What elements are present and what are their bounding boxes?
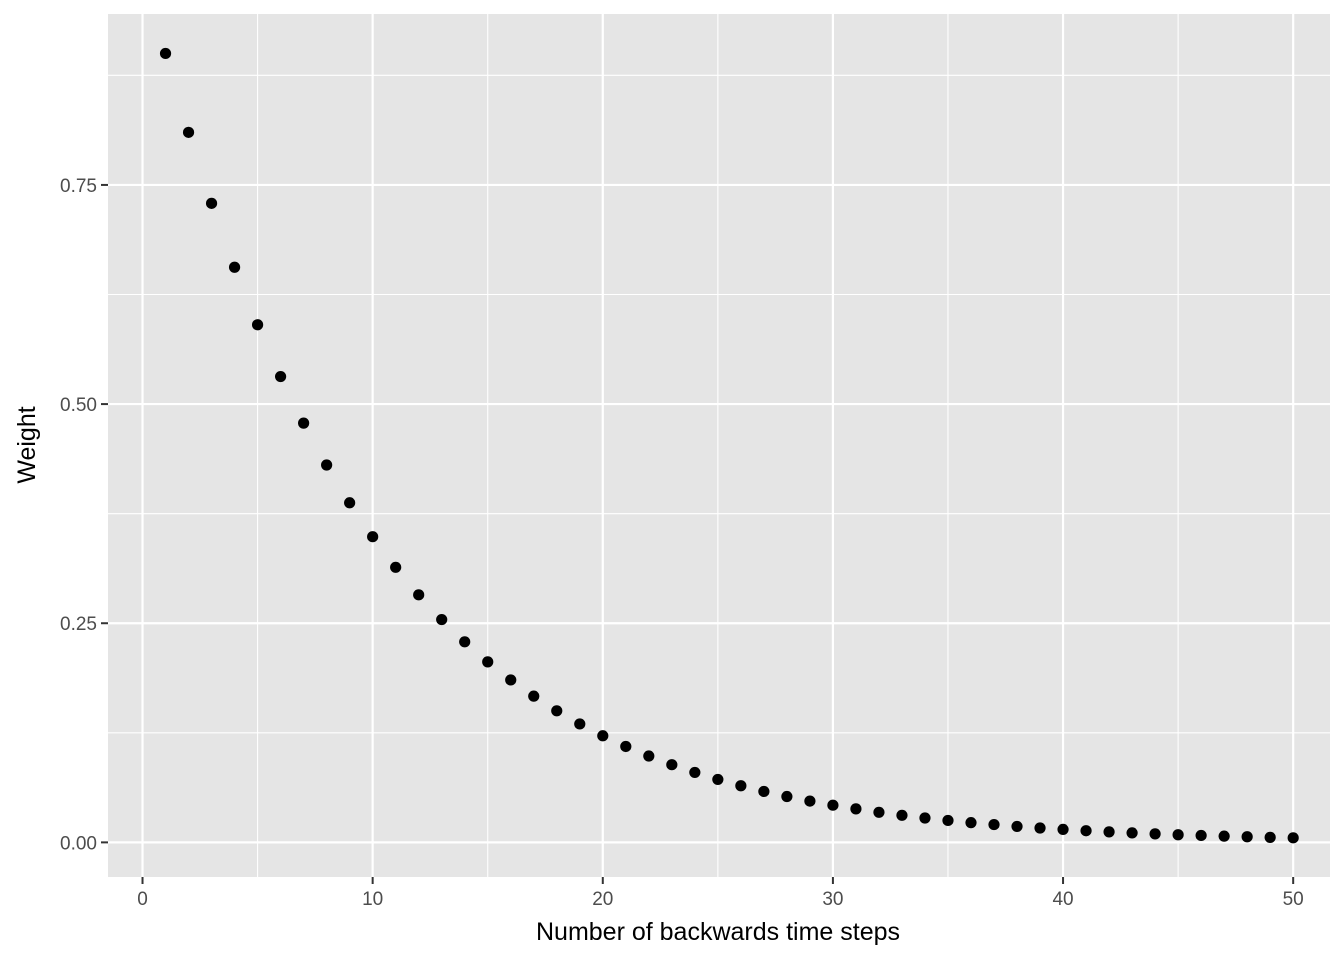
data-point <box>804 795 816 807</box>
x-tick-label: 50 <box>1283 889 1304 910</box>
data-point <box>321 459 333 471</box>
data-point <box>1264 831 1276 843</box>
data-point <box>1057 823 1069 836</box>
data-points <box>159 47 1299 844</box>
data-point <box>505 674 517 686</box>
data-point <box>1149 828 1161 840</box>
data-point <box>597 730 609 742</box>
data-point <box>988 818 1000 831</box>
data-point <box>159 47 172 60</box>
data-point <box>965 817 977 829</box>
data-point <box>1172 829 1184 841</box>
data-point <box>228 261 241 273</box>
data-point <box>1126 827 1138 839</box>
data-point <box>827 799 839 811</box>
data-point <box>413 589 425 601</box>
data-point <box>689 766 701 779</box>
data-point <box>551 705 563 717</box>
y-tick-label: 0.00 <box>60 833 97 854</box>
y-tick-label: 0.50 <box>60 395 97 416</box>
y-axis-title: Weight <box>13 406 41 483</box>
data-point <box>1195 829 1207 842</box>
data-point <box>1103 826 1115 838</box>
data-point <box>436 613 448 626</box>
data-point <box>850 803 862 815</box>
data-point <box>942 814 954 827</box>
x-axis-title: Number of backwards time steps <box>536 918 900 946</box>
data-point <box>1287 832 1299 844</box>
data-point <box>344 497 356 509</box>
data-point <box>274 370 287 383</box>
y-axis: 0.00 0.25 0.50 0.75 <box>60 176 108 854</box>
x-axis: 0 10 20 30 40 50 <box>137 877 1304 910</box>
data-point <box>781 790 793 803</box>
y-tick-label: 0.25 <box>60 614 97 635</box>
data-point <box>482 656 494 668</box>
plot-panel <box>108 14 1330 877</box>
data-point <box>712 773 724 786</box>
data-point <box>643 750 655 762</box>
data-point <box>574 718 586 730</box>
data-point <box>1241 831 1253 843</box>
data-point <box>758 785 770 798</box>
data-point <box>1034 822 1046 834</box>
data-point <box>251 319 264 331</box>
data-point <box>873 806 885 818</box>
data-point <box>298 417 310 429</box>
data-point <box>182 126 195 138</box>
x-tick-label: 30 <box>822 889 843 910</box>
x-tick-label: 10 <box>362 889 383 910</box>
data-point <box>666 759 678 771</box>
data-point <box>1080 825 1092 837</box>
data-point <box>620 740 632 753</box>
data-point <box>390 561 402 573</box>
data-point <box>459 636 471 648</box>
data-point <box>205 197 218 209</box>
x-tick-label: 0 <box>137 889 148 910</box>
data-point <box>735 780 747 792</box>
data-point <box>1218 830 1230 842</box>
data-point <box>919 812 931 824</box>
y-tick-label: 0.75 <box>60 176 97 197</box>
minor-gridlines <box>108 14 1330 877</box>
x-tick-label: 20 <box>592 889 613 910</box>
x-tick-label: 40 <box>1052 889 1073 910</box>
data-point <box>528 690 540 702</box>
data-point <box>1011 820 1023 833</box>
data-point <box>896 809 908 821</box>
data-point <box>367 531 379 543</box>
major-gridlines <box>108 14 1330 877</box>
